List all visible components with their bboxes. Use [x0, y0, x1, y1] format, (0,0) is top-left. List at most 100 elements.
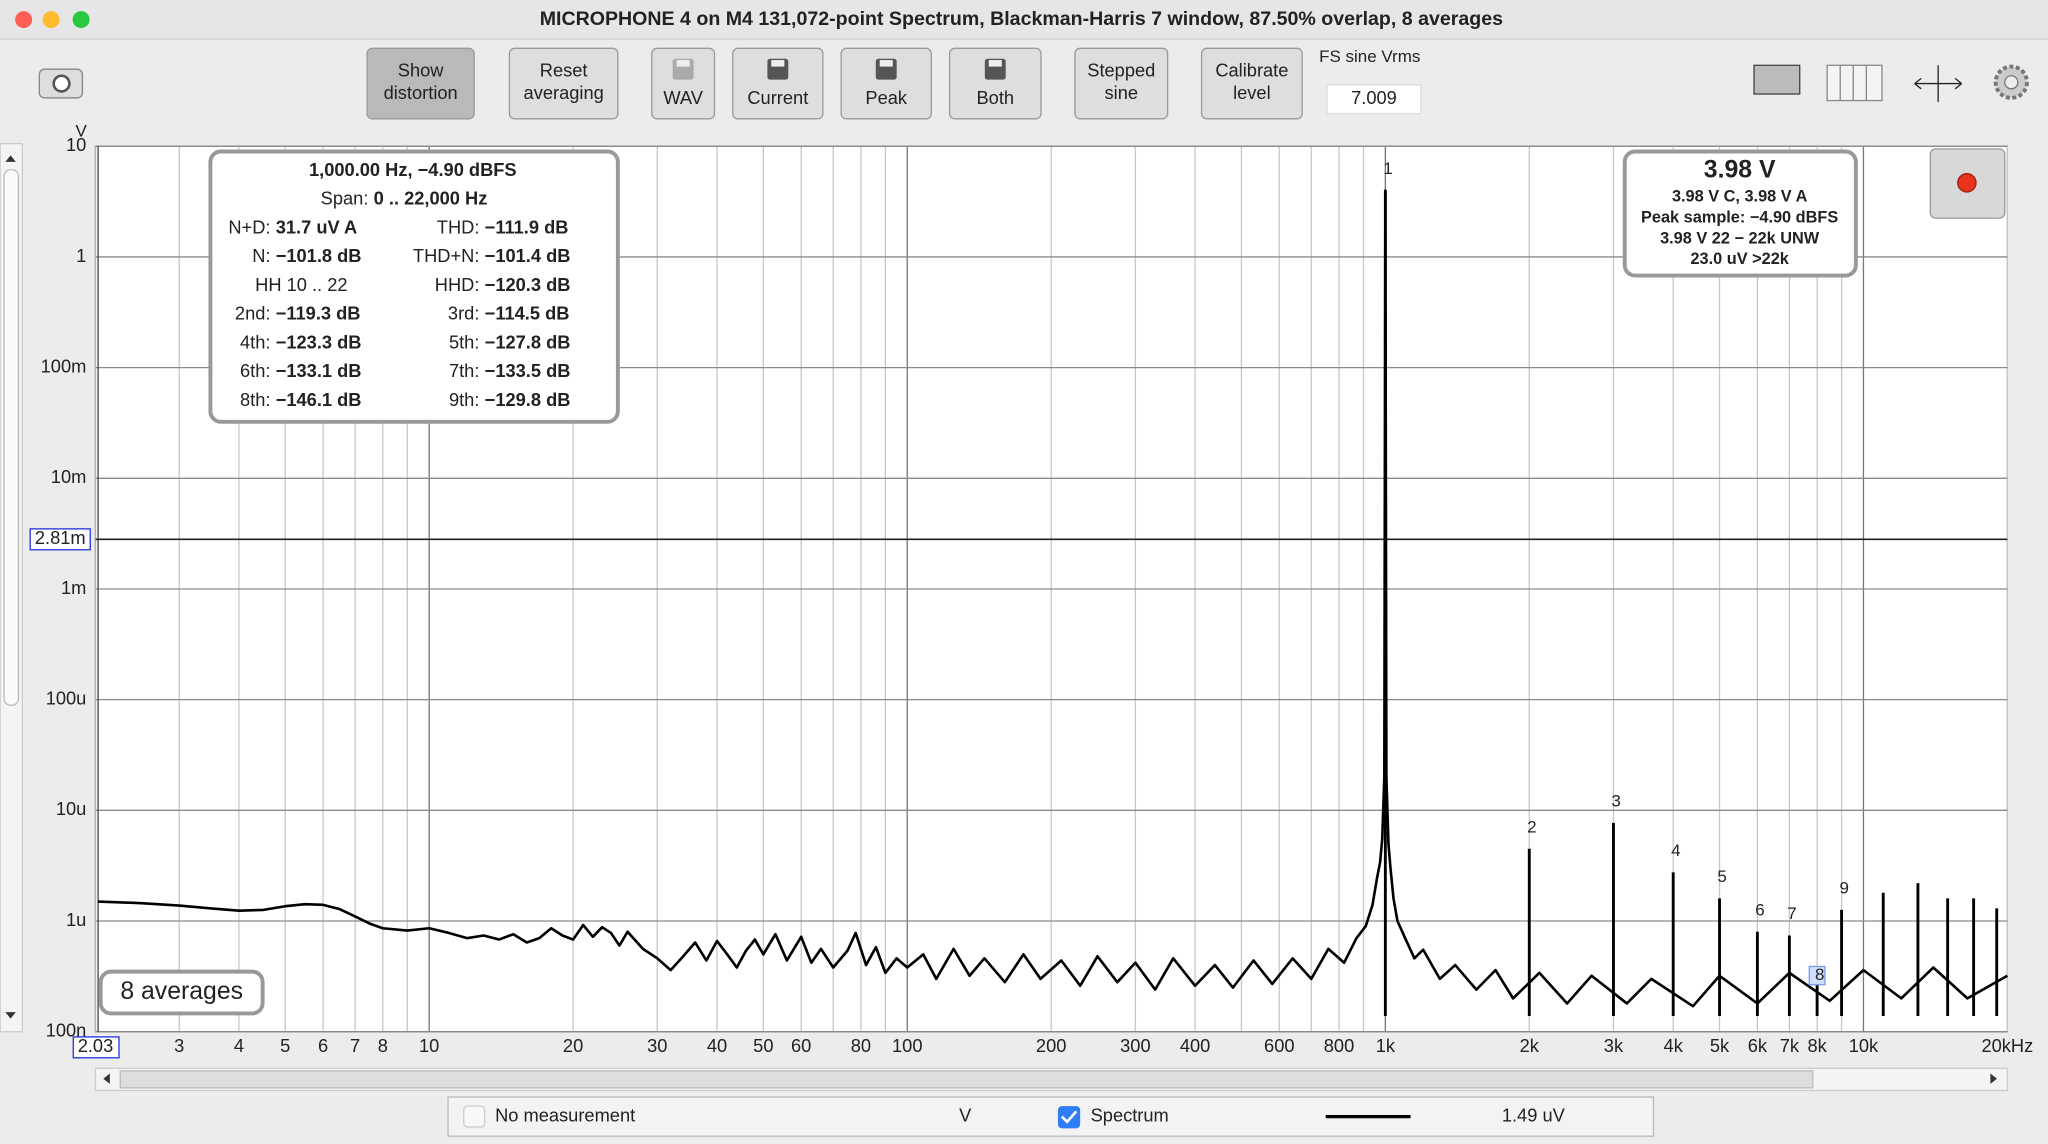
info-value: −114.5 dB — [485, 303, 570, 324]
harmonic-label: 4 — [1671, 841, 1680, 860]
info-label: 9th: — [449, 389, 479, 410]
x-tick-label: 3k — [1604, 1035, 1624, 1056]
x-tick-label: 1k — [1376, 1035, 1396, 1056]
x-cursor-label: 2.03 — [78, 1035, 114, 1056]
settings-hub — [2004, 75, 2019, 90]
x-tick-label: 60 — [791, 1035, 811, 1056]
info-label: 7th: — [449, 360, 479, 381]
readout-line: 3.98 V C, 3.98 V A — [1672, 188, 1808, 206]
y-cursor-box — [29, 528, 91, 551]
readout-frame — [1622, 149, 1858, 278]
x-tick-label: 7k — [1780, 1035, 1800, 1056]
info-label: N+D: — [228, 216, 270, 237]
info-value: −127.8 dB — [485, 331, 571, 352]
info-label: 3rd: — [448, 303, 479, 324]
x-tick-label: 5 — [280, 1035, 290, 1056]
x-tick-label: 2k — [1520, 1035, 1540, 1056]
info-label: N: — [252, 245, 270, 266]
y-unit: V — [75, 121, 87, 140]
button-label: Both — [976, 87, 1014, 108]
button-label: level — [1233, 82, 1271, 103]
x-tick-label: 40 — [707, 1035, 727, 1056]
toolbar-button[interactable] — [508, 47, 619, 120]
fs-value: 7.009 — [1351, 87, 1397, 108]
info-box-frame — [208, 149, 620, 424]
toolbar-button[interactable] — [651, 47, 716, 120]
x-cursor-box — [72, 1036, 120, 1059]
y-tick-label: 1u — [66, 909, 86, 930]
info-header: 1,000.00 Hz, −4.90 dBFS — [309, 159, 517, 180]
y-tick-label: 100n — [46, 1020, 87, 1041]
info-value: 31.7 uV A — [276, 216, 358, 237]
info-label: HHD: — [435, 274, 480, 295]
harmonic-label: 2 — [1527, 817, 1536, 836]
toolbar-button[interactable] — [948, 47, 1042, 120]
columns-icon[interactable] — [1826, 64, 1883, 102]
floppy-label — [879, 60, 893, 67]
info-value: 0 .. 22,000 Hz — [374, 188, 488, 209]
button-label: WAV — [663, 87, 703, 108]
floppy-label — [771, 60, 785, 67]
h-scroll-thumb[interactable] — [119, 1070, 1814, 1089]
x-tick-label: 8k — [1807, 1035, 1827, 1056]
readout-line: Peak sample: −4.90 dBFS — [1641, 208, 1838, 226]
info-value: −123.3 dB — [276, 331, 362, 352]
readout-line: 23.0 uV >22k — [1690, 250, 1789, 268]
x-tick-label: 10 — [419, 1035, 439, 1056]
info-label: 5th: — [449, 331, 479, 352]
measurement-checkbox[interactable] — [463, 1105, 486, 1128]
y-tick-label: 100m — [41, 355, 87, 376]
info-value: −101.4 dB — [485, 245, 571, 266]
harmonic-label: 1 — [1383, 159, 1392, 178]
v-scroll-thumb[interactable] — [3, 169, 20, 706]
info-value: −119.3 dB — [276, 303, 361, 324]
layout-icon[interactable] — [1753, 64, 1801, 95]
window-control[interactable] — [42, 11, 60, 29]
info-value: −120.3 dB — [485, 274, 571, 295]
x-tick-label: 20 — [563, 1035, 583, 1056]
expand-icon[interactable] — [1914, 65, 1963, 102]
info-value: −133.5 dB — [485, 360, 571, 381]
x-tick-label: 600 — [1264, 1035, 1294, 1056]
window-control[interactable] — [72, 11, 90, 29]
window-title: MICROPHONE 4 on M4 131,072-point Spectru… — [540, 8, 1503, 30]
toolbar-button[interactable] — [366, 47, 475, 120]
info-label: HH 10 .. 22 — [255, 274, 347, 295]
y-tick-label: 100u — [46, 687, 87, 708]
harmonic-label: 3 — [1611, 791, 1620, 810]
info-label: THD+N: — [413, 245, 479, 266]
x-tick-label: 5k — [1710, 1035, 1730, 1056]
harmonic-label: 9 — [1839, 878, 1848, 897]
y-tick-label: 1m — [61, 577, 86, 598]
info-value: −146.1 dB — [276, 389, 362, 410]
readout-line: 3.98 V 22 − 22k UNW — [1660, 229, 1820, 247]
trace-value: 1.49 uV — [1502, 1104, 1566, 1125]
info-label: THD: — [437, 216, 480, 237]
info-label: Span: — [321, 188, 369, 209]
button-label: Stepped — [1087, 60, 1155, 81]
harmonic-label: 5 — [1717, 867, 1726, 886]
measurement-label: No measurement — [495, 1104, 635, 1125]
toolbar-button[interactable] — [840, 47, 932, 120]
fs-input[interactable] — [1326, 84, 1422, 115]
toolbar-button[interactable] — [732, 47, 824, 120]
toolbar-button[interactable] — [1200, 47, 1303, 120]
window-control[interactable] — [15, 11, 33, 29]
floppy-label — [988, 60, 1002, 67]
x-tick-label: 6 — [318, 1035, 328, 1056]
button-label: averaging — [524, 82, 604, 103]
x-tick-label: 6k — [1748, 1035, 1768, 1056]
trace-check — [1060, 1110, 1078, 1124]
toolbar-button[interactable] — [1074, 47, 1169, 120]
info-label: 6th: — [240, 360, 270, 381]
status-bar — [447, 1096, 1655, 1137]
x-tick-label: 30 — [647, 1035, 667, 1056]
harmonic-label: 8 — [1815, 965, 1824, 984]
x-tick-label: 10k — [1849, 1035, 1879, 1056]
title-bar — [0, 0, 2048, 40]
x-tick-label: 200 — [1036, 1035, 1066, 1056]
x-tick-label: 100 — [892, 1035, 922, 1056]
y-tick-label: 10u — [56, 798, 86, 819]
